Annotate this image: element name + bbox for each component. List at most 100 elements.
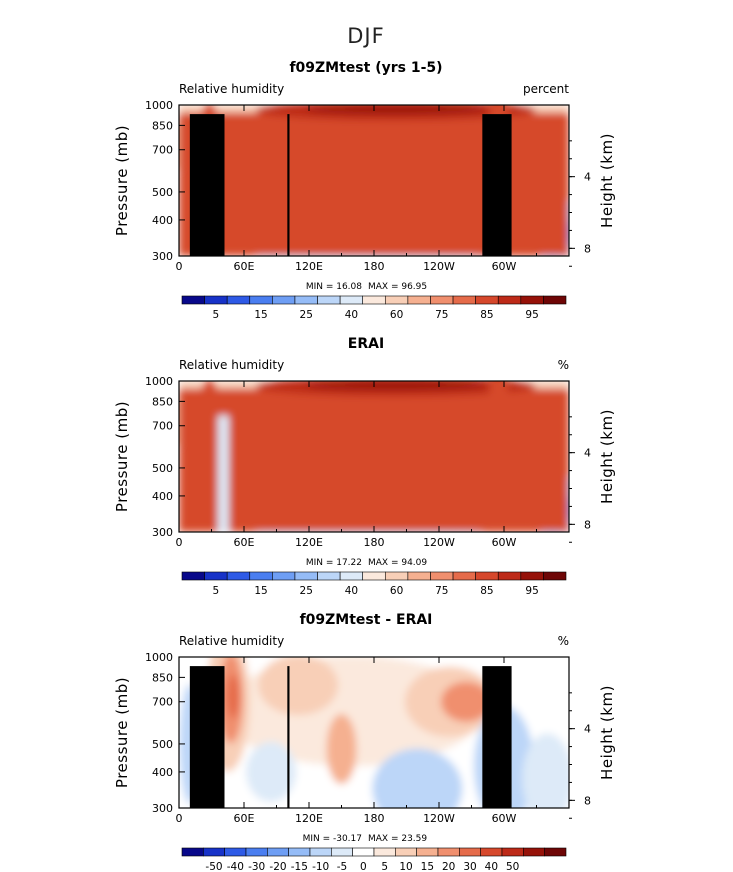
x-tick-label: 60E (234, 812, 255, 825)
colorbar-swatch (544, 847, 567, 857)
x-tick-label: 60W (492, 536, 517, 549)
y2-tick-label: 8 (584, 518, 591, 531)
topography (482, 114, 512, 256)
y2-tick-label: 4 (584, 447, 591, 460)
x-tick-label: 120E (295, 536, 323, 549)
colorbar-swatch (501, 847, 524, 857)
topography (189, 666, 225, 808)
colorbar-label: 60 (390, 309, 403, 321)
colorbar-swatch (352, 847, 375, 857)
y-tick-label: 850 (152, 119, 173, 132)
colorbar-swatch (181, 571, 205, 581)
y-tick-label: 400 (152, 490, 173, 503)
topography (482, 666, 512, 808)
figure-title: DJF (347, 24, 384, 48)
colorbar-swatch (224, 847, 247, 857)
x-tick-label: 180 (364, 536, 385, 549)
colorbar-label: 50 (506, 861, 519, 872)
left-label: Relative humidity (179, 82, 284, 96)
colorbar-swatch (272, 295, 296, 305)
y-tick-label: 700 (152, 420, 173, 433)
colorbar-swatch (520, 295, 544, 305)
y-tick-label: 700 (152, 144, 173, 157)
colorbar-swatch (407, 571, 431, 581)
chart-panel-1: f09ZMtest (yrs 1-5) Relative humidity perc… (113, 60, 616, 321)
colorbar-swatch (294, 571, 318, 581)
colorbar-swatch (395, 847, 417, 857)
colorbar-label: 5 (213, 309, 220, 321)
y-tick-label: 500 (152, 738, 173, 751)
colorbar-label: -40 (227, 861, 244, 872)
topography (287, 114, 290, 256)
field-blob (522, 733, 569, 808)
y-axis-label: Pressure (mb) (113, 677, 131, 788)
contour-fill (179, 105, 569, 256)
field-blob (488, 381, 509, 459)
topography (214, 118, 220, 256)
min-value: MIN = 17.22 (306, 558, 362, 568)
colorbar-swatch (317, 571, 341, 581)
colorbar-swatch (249, 295, 273, 305)
y-tick-label: 500 (152, 186, 173, 199)
colorbar-swatch (272, 571, 296, 581)
x-tick-label: 120W (423, 536, 455, 549)
topography (209, 121, 215, 256)
colorbar-swatch (520, 571, 544, 581)
left-label: Relative humidity (179, 358, 284, 372)
colorbar-label: 85 (480, 309, 493, 321)
x-tick-label: 120W (423, 260, 455, 273)
colorbar-swatch (497, 295, 522, 305)
y2-tick-label: 4 (584, 171, 591, 184)
panel-title: f09ZMtest (yrs 1-5) (289, 60, 442, 76)
colorbar-swatch (267, 847, 289, 857)
colorbar-swatch (249, 571, 273, 581)
colorbar-swatch (203, 847, 225, 857)
right-label: % (558, 358, 569, 372)
colorbar-label: 40 (485, 861, 498, 872)
colorbar-label: 20 (442, 861, 455, 872)
x-tick-label: 0 (176, 260, 183, 273)
y-tick-label: 1000 (145, 99, 173, 112)
colorbar-label: -20 (269, 861, 286, 872)
colorbar-swatch (339, 295, 364, 305)
y-axis-label: Pressure (mb) (113, 401, 131, 512)
y-tick-label: 300 (152, 526, 173, 539)
field-blob (305, 105, 486, 114)
colorbar-label: -15 (291, 861, 308, 872)
colorbar-label: 85 (480, 585, 493, 597)
y-tick-label: 1000 (145, 375, 173, 388)
max-value: MAX = 96.95 (368, 282, 427, 292)
colorbar-label: -50 (205, 861, 222, 872)
field-blob (441, 681, 492, 722)
right-label: percent (523, 82, 569, 96)
max-value: MAX = 94.09 (368, 558, 427, 568)
y-tick-label: 400 (152, 214, 173, 227)
colorbar-label: 75 (435, 309, 448, 321)
colorbar-swatch (362, 571, 386, 581)
contour-field (179, 105, 569, 256)
y-tick-label: 1000 (145, 651, 173, 664)
field-band (218, 415, 229, 532)
colorbar-swatch (181, 847, 204, 857)
x-tick-label: 0 (176, 536, 183, 549)
colorbar-swatch (430, 571, 454, 581)
x-tick-label: 60W (492, 812, 517, 825)
colorbar-label: -30 (248, 861, 265, 872)
y-tick-label: 500 (152, 462, 173, 475)
colorbar-label: 75 (435, 585, 448, 597)
colorbar-label: 10 (399, 861, 412, 872)
y2-axis-label: Height (km) (598, 133, 616, 228)
topography (189, 114, 225, 256)
y-tick-label: 700 (152, 696, 173, 709)
contour-field (179, 381, 569, 532)
y2-tick-label: 8 (584, 794, 591, 807)
panel-title: f09ZMtest - ERAI (300, 612, 433, 628)
y2-axis-label: Height (km) (598, 685, 616, 780)
colorbar-label: 5 (213, 585, 220, 597)
colorbar-label: 15 (421, 861, 434, 872)
field-blob (258, 657, 339, 715)
x-tick-label: 60W (492, 260, 517, 273)
